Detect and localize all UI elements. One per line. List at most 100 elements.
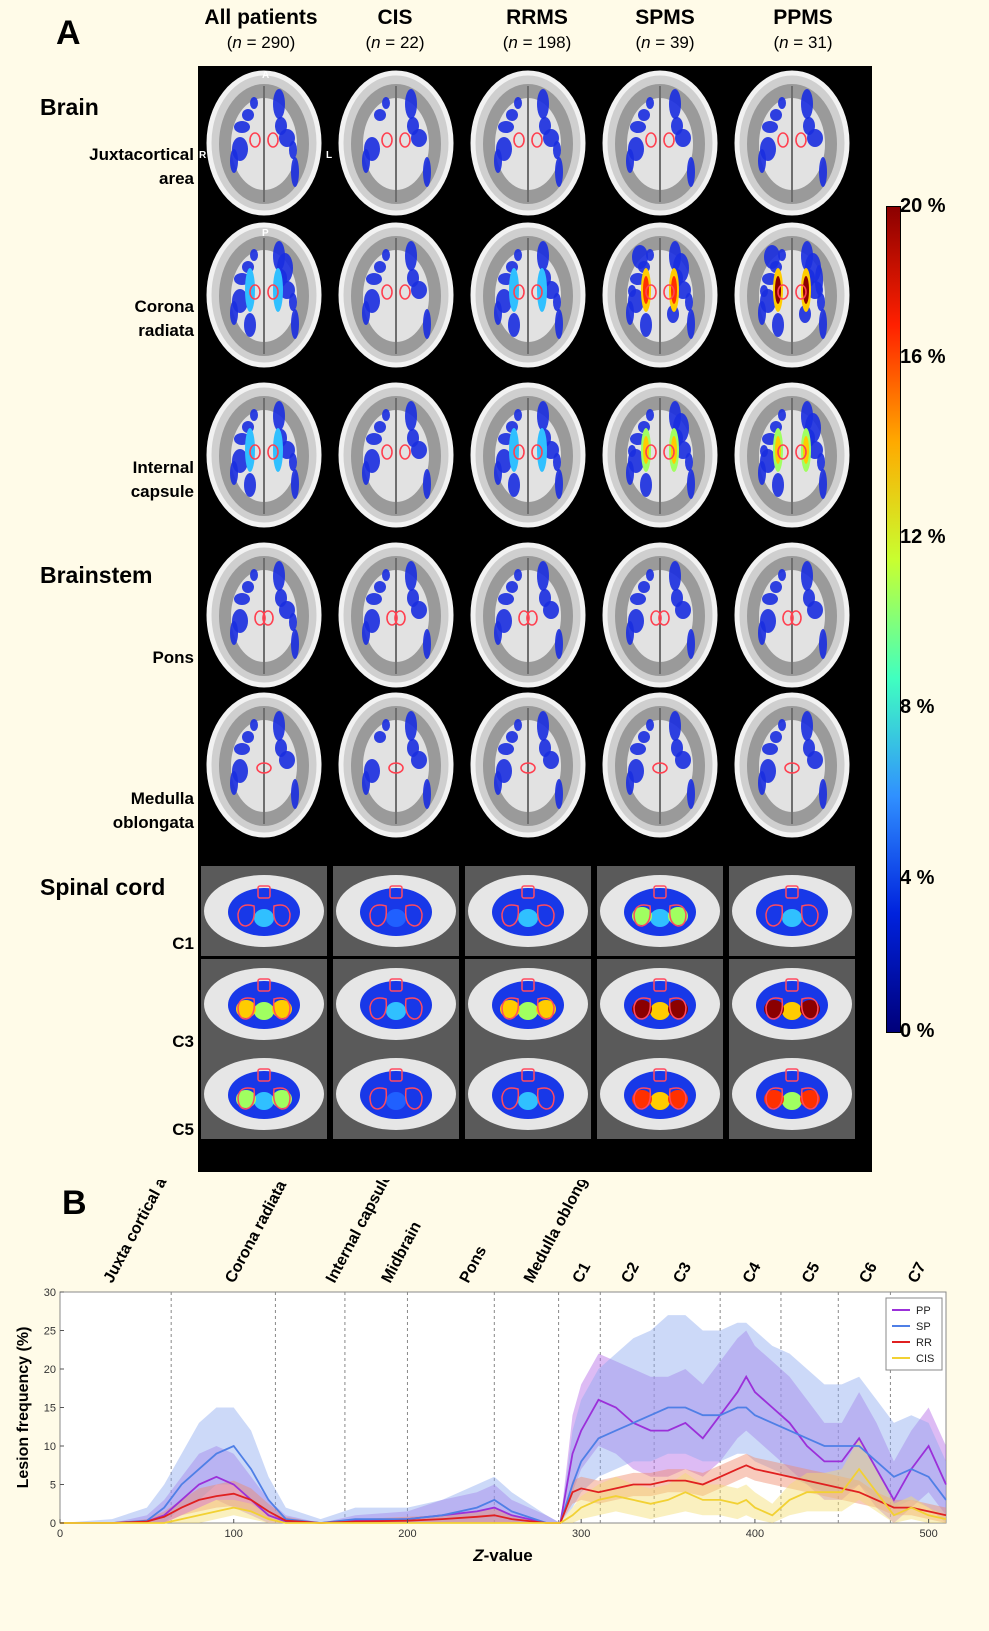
spinal-cord-slice-image	[333, 959, 459, 1049]
region-label: C4	[740, 1260, 765, 1286]
region-label: C2	[618, 1260, 643, 1286]
y-tick-label: 15	[44, 1403, 56, 1415]
spinal-cord-slice-image	[597, 959, 723, 1049]
brain-slice-image	[602, 70, 718, 216]
brain-slice-image	[734, 382, 850, 528]
column-title: RRMS	[506, 6, 568, 29]
y-tick-label: 25	[44, 1326, 56, 1338]
spinal-cord-slice-image	[729, 1049, 855, 1139]
brain-slice-image	[206, 542, 322, 688]
brain-slice-image	[338, 382, 454, 528]
spinal-cord-slice-image	[729, 959, 855, 1049]
panel-b-letter: B	[62, 1184, 87, 1222]
spinal-cord-slice-image	[201, 1049, 327, 1139]
brain-slice-image	[734, 542, 850, 688]
series-band-cis	[60, 1438, 946, 1523]
region-label: C6	[856, 1260, 881, 1286]
region-label: Pons	[457, 1243, 490, 1286]
spinal-cord-slice-image	[465, 866, 591, 956]
spinal-cord-slice-image	[465, 959, 591, 1049]
spinal-cord-slice-image	[465, 1049, 591, 1139]
brain-slice-image	[470, 222, 586, 368]
column-title: CIS	[377, 6, 413, 29]
x-tick-label: 400	[746, 1528, 764, 1540]
series-line-cis	[60, 1467, 947, 1524]
section-brainstem: Brainstem	[40, 562, 153, 588]
column-count: (n = 39)	[635, 33, 695, 52]
orientation-posterior: P	[262, 228, 269, 239]
brain-slice-image	[338, 70, 454, 216]
column-count: (n = 22)	[365, 33, 425, 52]
brain-slice-image	[602, 222, 718, 368]
region-label: C1	[570, 1260, 595, 1286]
panel-a-letter: A	[56, 14, 81, 52]
brain-slice-image	[470, 692, 586, 838]
series-band-sp	[60, 1315, 946, 1523]
brain-slice-image	[734, 692, 850, 838]
series-band-rr	[60, 1453, 946, 1523]
row-label-c1: C1	[172, 934, 194, 953]
region-label: C7	[905, 1260, 930, 1286]
spinal-cord-slice-image	[597, 866, 723, 956]
region-label: Midbrain	[379, 1219, 425, 1286]
brain-slice-image	[602, 692, 718, 838]
column-header-rrms: RRMS (n = 198)	[462, 6, 612, 53]
spinal-cord-slice-image	[597, 1049, 723, 1139]
row-label-c5: C5	[172, 1120, 194, 1139]
series-line-sp	[60, 1406, 947, 1524]
x-tick-label: 300	[572, 1528, 590, 1540]
row-label-medulla: Medulla oblongata	[112, 789, 194, 832]
x-axis-label: Z-value	[472, 1546, 533, 1565]
column-count: (n = 31)	[773, 33, 833, 52]
spinal-cord-slice-image	[729, 866, 855, 956]
brain-slice-image	[734, 70, 850, 216]
lesion-map-grid	[198, 66, 872, 1172]
row-label-juxtacortical: Juxtacortical area	[89, 145, 194, 188]
region-label: C3	[670, 1260, 695, 1286]
brain-slice-image	[602, 542, 718, 688]
brain-slice-image	[206, 222, 322, 368]
region-label: Juxta cortical area	[101, 1180, 182, 1286]
y-tick-label: 0	[50, 1518, 56, 1530]
column-header-cis: CIS (n = 22)	[320, 6, 470, 53]
row-label-corona-radiata: Corona radiata	[134, 297, 195, 340]
row-label-internal-capsule: Internal capsule	[130, 458, 194, 501]
row-label-pons: Pons	[152, 648, 194, 667]
brain-slice-image	[338, 692, 454, 838]
colorbar	[886, 206, 901, 1033]
colorbar-tick: 20 %	[900, 195, 946, 217]
legend-label: PP	[916, 1305, 931, 1317]
row-label-c3: C3	[172, 1032, 194, 1051]
brain-slice-image	[206, 382, 322, 528]
y-tick-label: 5	[50, 1480, 56, 1492]
column-header-spms: SPMS (n = 39)	[590, 6, 740, 53]
colorbar-tick: 4 %	[900, 867, 935, 889]
column-count: (n = 290)	[226, 33, 296, 52]
x-tick-label: 100	[225, 1528, 243, 1540]
spinal-cord-slice-image	[201, 866, 327, 956]
column-title: PPMS	[773, 6, 833, 29]
plot-area	[59, 1291, 947, 1524]
column-title: All patients	[204, 6, 318, 29]
brain-slice-image	[734, 222, 850, 368]
brain-slice-image	[602, 382, 718, 528]
section-spinal-cord: Spinal cord	[40, 874, 166, 900]
y-axis-label: Lesion frequency (%)	[15, 1327, 32, 1489]
colorbar-tick: 0 %	[900, 1020, 935, 1042]
y-tick-label: 30	[44, 1287, 56, 1299]
series-line-pp	[60, 1374, 947, 1524]
series-line-rr	[60, 1464, 947, 1524]
legend-label: RR	[916, 1337, 932, 1349]
y-tick-label: 10	[44, 1441, 56, 1453]
brain-slice-image	[470, 542, 586, 688]
legend-label: CIS	[916, 1353, 934, 1365]
column-title: SPMS	[635, 6, 695, 29]
brain-slice-image	[470, 70, 586, 216]
orientation-right: R	[199, 150, 207, 161]
spinal-cord-slice-image	[333, 866, 459, 956]
brain-slice-image	[338, 542, 454, 688]
colorbar-tick: 16 %	[900, 346, 946, 368]
legend-label: SP	[916, 1321, 931, 1333]
brain-slice-image	[338, 222, 454, 368]
